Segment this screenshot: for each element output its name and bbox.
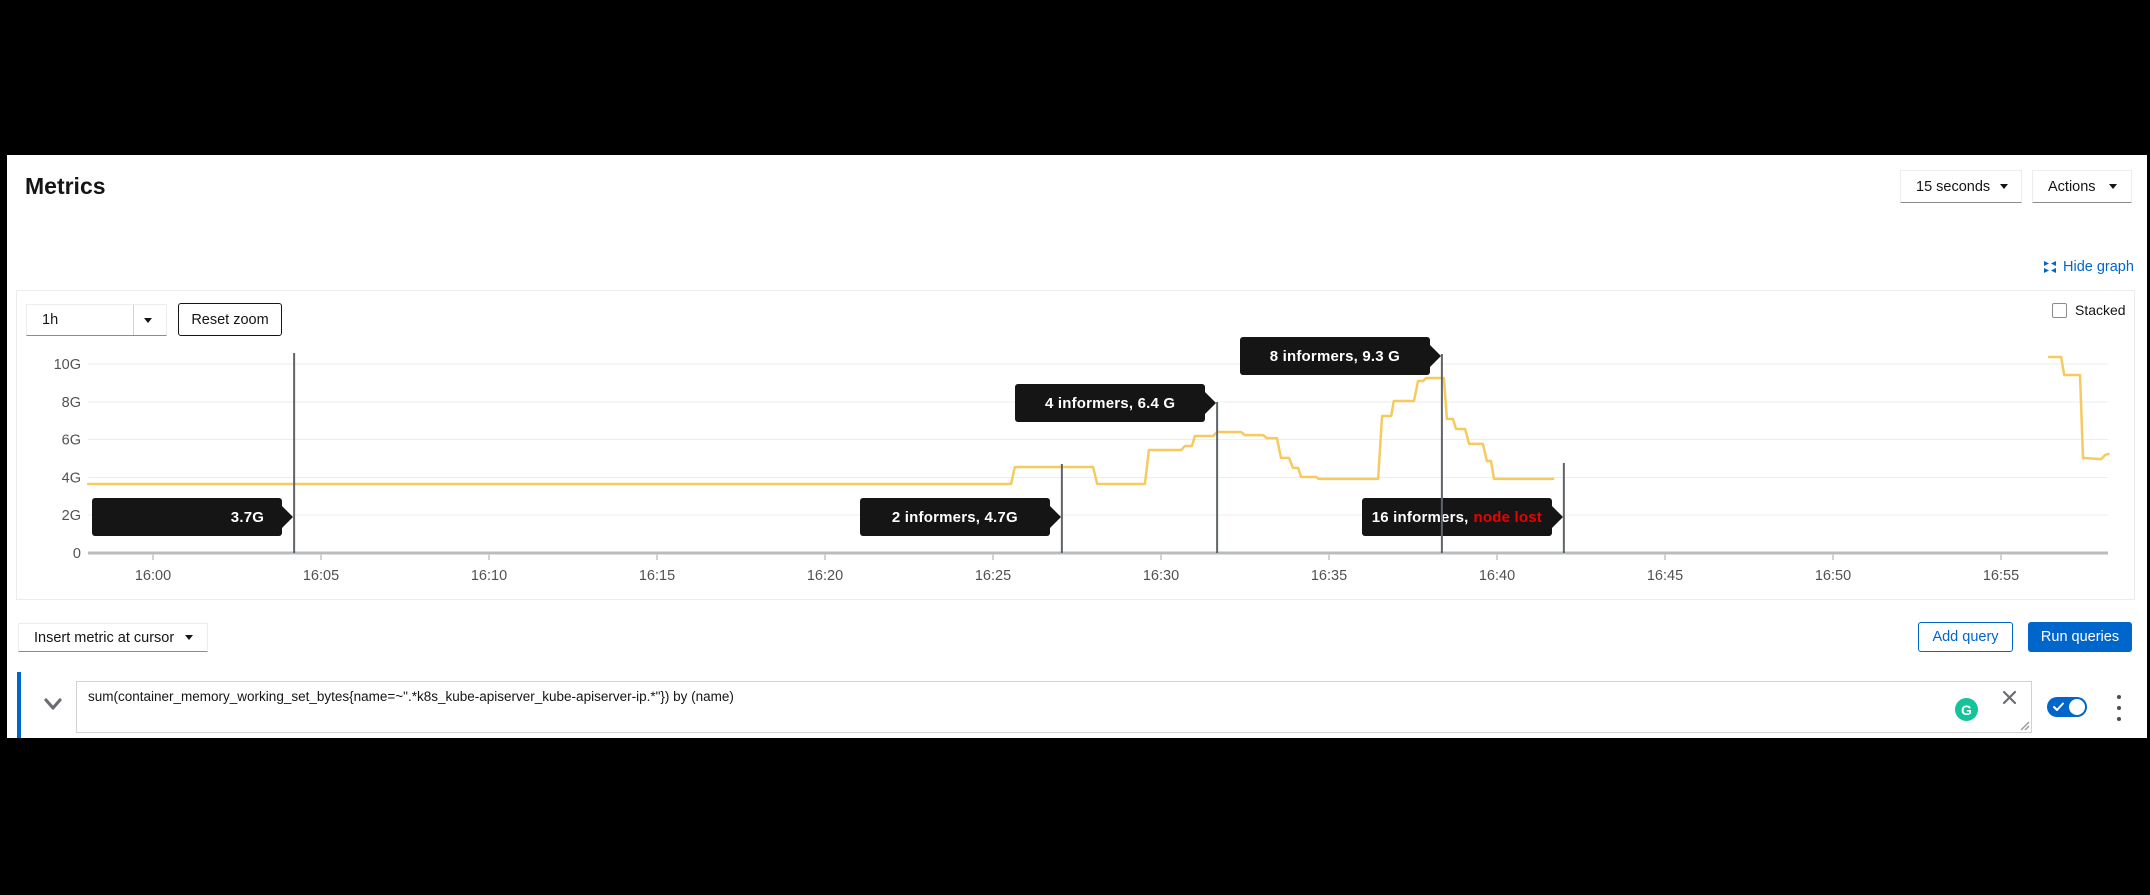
annotation-label: 4 informers, 6.4 G <box>1044 394 1176 412</box>
chevron-down-icon <box>2109 184 2117 189</box>
stacked-checkbox[interactable] <box>2052 302 2067 318</box>
x-axis-tick-label: 16:00 <box>135 568 171 584</box>
x-axis-tick-label: 16:50 <box>1815 568 1851 584</box>
query-expand-button[interactable] <box>35 690 71 720</box>
chart-annotation-tooltip: 16 informers, node lost <box>1361 498 1563 536</box>
chevron-down-icon <box>44 697 62 710</box>
y-axis-tick-label: 2G <box>62 508 81 524</box>
chevron-down-icon <box>185 635 193 640</box>
close-icon <box>2002 690 2016 705</box>
annotation-label: 3.7G <box>230 508 265 526</box>
query-row: sum(container_memory_working_set_bytes{n… <box>17 672 2140 738</box>
refresh-interval-select[interactable]: 15 seconds <box>1900 170 2022 203</box>
x-axis-tick-label: 16:05 <box>303 568 339 584</box>
x-axis-tick-label: 16:35 <box>1311 568 1347 584</box>
grammarly-glyph: G <box>1961 701 1972 718</box>
metrics-panel: Metrics 15 seconds Actions Hide graph 1h <box>7 155 2147 738</box>
y-axis-tick-label: 6G <box>62 433 81 449</box>
kebab-dot <box>2117 717 2121 721</box>
y-axis-tick-label: 10G <box>54 357 81 373</box>
insert-metric-select[interactable]: Insert metric at cursor <box>18 623 208 652</box>
add-query-button[interactable]: Add query <box>1918 622 2013 652</box>
chart-annotation-tooltip: 3.7G <box>92 498 294 536</box>
kebab-dot <box>2117 695 2121 699</box>
actions-dropdown[interactable]: Actions <box>2032 170 2132 203</box>
chart-annotation-tooltip: 2 informers, 4.7G <box>859 498 1061 536</box>
y-axis-tick-label: 4G <box>62 470 81 486</box>
query-accent-bar <box>17 672 21 738</box>
refresh-interval-value: 15 seconds <box>1916 178 1991 195</box>
reset-zoom-button[interactable]: Reset zoom <box>178 303 282 336</box>
select-divider <box>133 305 134 335</box>
y-axis-tick-label: 0 <box>73 546 81 562</box>
x-axis-tick-label: 16:25 <box>975 568 1011 584</box>
x-axis-tick-label: 16:40 <box>1479 568 1515 584</box>
actions-label: Actions <box>2048 178 2096 195</box>
query-misspelled-segment: k8s_kube-apiserver_kube-apiserver-ip. <box>416 689 651 704</box>
x-axis-tick-label: 16:30 <box>1143 568 1179 584</box>
chart-annotations: 3.7G 2 informers, 4.7G 4 informers, 6.4 G 8… <box>17 291 2136 601</box>
stacked-label: Stacked <box>2075 302 2126 318</box>
page-title: Metrics <box>25 173 106 199</box>
x-axis-tick-label: 16:20 <box>807 568 843 584</box>
time-range-value: 1h <box>42 312 59 328</box>
x-axis-tick-label: 16:10 <box>471 568 507 584</box>
annotation-label: 2 informers, 4.7G <box>891 508 1018 526</box>
hide-graph-label: Hide graph <box>2063 259 2134 275</box>
graph-card: 1h Reset zoom Stacked 10G 8G 6G 4G 2G 0 16:00 1… <box>16 290 2135 600</box>
kebab-dot <box>2117 706 2121 710</box>
annotation-label: 8 informers, 9.3 G <box>1269 347 1401 365</box>
chart-annotation-tooltip: 4 informers, 6.4 G <box>1015 384 1217 422</box>
query-enabled-toggle[interactable] <box>2047 697 2087 717</box>
toggle-knob <box>2069 699 2085 715</box>
x-axis-tick-label: 16:45 <box>1647 568 1683 584</box>
insert-metric-label: Insert metric at cursor <box>34 629 175 646</box>
annotation-label-danger: node lost <box>1473 508 1542 526</box>
x-axis-tick-label: 16:55 <box>1983 568 2019 584</box>
kebab-menu-button[interactable] <box>2110 694 2128 722</box>
time-range-select[interactable]: 1h <box>26 304 167 336</box>
resize-handle-icon[interactable] <box>2018 719 2030 731</box>
hide-graph-link[interactable]: Hide graph <box>2043 259 2134 275</box>
chevron-down-icon <box>144 317 152 323</box>
chart-annotation-tooltip: 8 informers, 9.3 G <box>1239 337 1441 375</box>
run-queries-button[interactable]: Run queries <box>2028 622 2132 652</box>
check-icon <box>2053 702 2064 711</box>
y-axis-tick-label: 8G <box>62 395 81 411</box>
compress-icon <box>2044 261 2056 273</box>
query-text: sum(container_memory_working_set_bytes{n… <box>88 689 734 704</box>
grammarly-icon[interactable]: G <box>1955 698 1978 721</box>
chevron-down-icon <box>2000 184 2009 189</box>
x-axis-tick-label: 16:15 <box>639 568 675 584</box>
stacked-control[interactable]: Stacked <box>2052 302 2126 318</box>
clear-query-button[interactable] <box>1999 689 2019 709</box>
annotation-label: 16 informers, <box>1371 508 1469 526</box>
query-input[interactable]: sum(container_memory_working_set_bytes{n… <box>76 681 2032 733</box>
